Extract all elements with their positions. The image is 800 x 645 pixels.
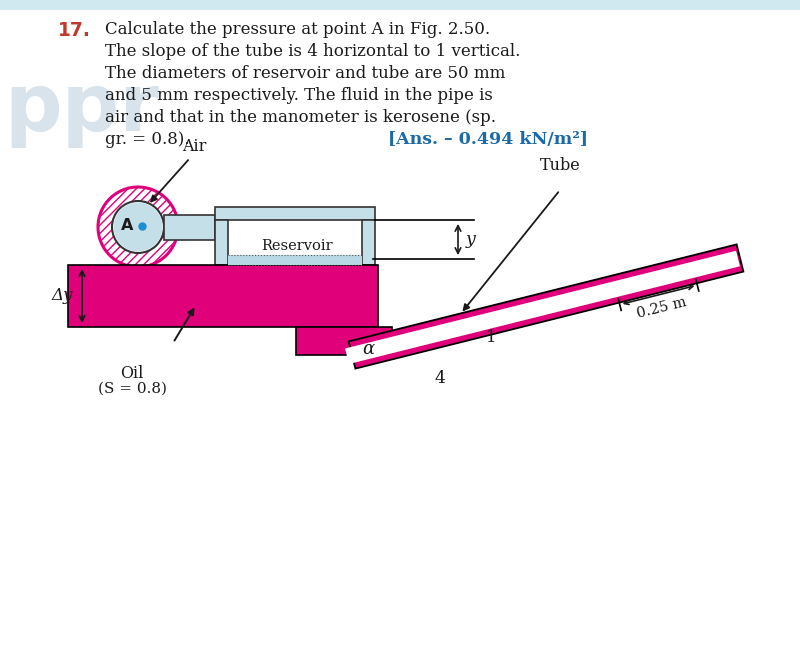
Bar [0,0,800,10]
Text: Calculate the pressure at point A in Fig. 2.50.: Calculate the pressure at point A in Fig… [105,21,490,38]
Text: 17.: 17. [58,21,91,40]
Polygon shape [345,251,740,364]
Text: air and that in the manometer is kerosene (sp.: air and that in the manometer is kerosen… [105,109,496,126]
Text: gr. = 0.8).: gr. = 0.8). [105,131,190,148]
Bar [296,327,392,355]
Text: The diameters of reservoir and tube are 50 mm: The diameters of reservoir and tube are … [105,65,506,82]
Text: The slope of the tube is 4 horizontal to 1 vertical.: The slope of the tube is 4 horizontal to… [105,43,520,60]
Text: 1: 1 [486,328,497,346]
Bar [228,255,362,265]
Bar [215,220,228,265]
Text: (S = 0.8): (S = 0.8) [98,382,166,396]
Polygon shape [349,244,743,368]
Text: Reservoir: Reservoir [261,239,333,253]
Text: Air: Air [182,138,206,155]
Bar [68,265,378,327]
Text: Oil: Oil [120,365,144,382]
Circle shape [98,187,178,267]
Text: 0.25 m: 0.25 m [635,295,688,321]
Text: Tube: Tube [540,157,580,174]
Text: 4: 4 [434,370,446,387]
Bar [362,220,375,265]
Text: y: y [466,231,476,248]
Text: Δy: Δy [51,288,73,304]
Bar [215,207,375,220]
Bar [164,215,215,240]
Text: and 5 mm respectively. The fluid in the pipe is: and 5 mm respectively. The fluid in the … [105,87,493,104]
Text: [Ans. – 0.494 kN/m²]: [Ans. – 0.494 kN/m²] [388,131,588,148]
Circle shape [114,203,162,252]
Text: α: α [362,340,374,358]
Circle shape [112,201,164,253]
Bar [228,257,362,265]
Text: ppr: ppr [4,70,159,148]
Text: A: A [121,219,133,233]
